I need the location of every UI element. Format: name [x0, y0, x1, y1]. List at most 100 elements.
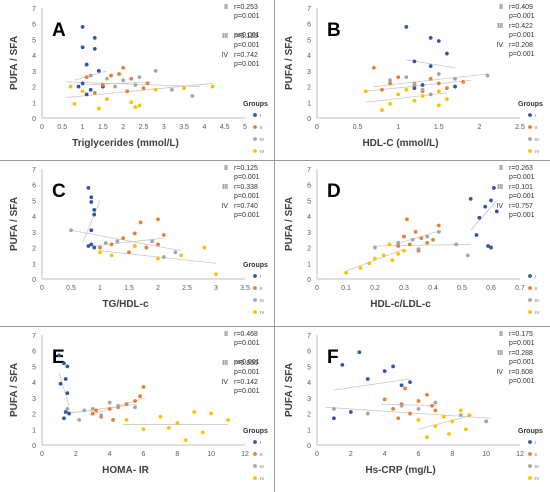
y-tick-label: 2 — [32, 85, 36, 92]
data-point-i — [348, 410, 353, 414]
legend-title: Groups — [243, 262, 268, 269]
data-point-iii — [115, 239, 120, 244]
data-point-i — [474, 233, 479, 237]
data-point-iii — [485, 73, 490, 78]
legend-marker-i — [528, 113, 532, 117]
data-point-iii — [190, 94, 195, 98]
legend-marker-iv — [528, 149, 532, 153]
data-point-iv — [388, 101, 392, 106]
stat-group-label: III — [497, 23, 503, 30]
stat-r-value: r=0.468 — [234, 331, 258, 338]
data-point-ii — [419, 236, 424, 241]
stat-p-value: p=0.001 — [234, 212, 260, 219]
data-point-ii — [156, 217, 160, 222]
data-point-i — [408, 380, 412, 385]
data-point-iii — [433, 400, 438, 405]
data-point-i — [92, 207, 97, 212]
data-point-iv — [447, 432, 451, 436]
panel-letter: B — [327, 20, 341, 41]
data-point-ii — [408, 411, 412, 416]
stat-group-label: II — [499, 165, 503, 172]
data-point-i — [92, 212, 97, 217]
data-point-iv — [179, 253, 184, 258]
data-point-iv — [425, 435, 429, 440]
data-point-ii — [101, 83, 105, 87]
y-tick-label: 0 — [32, 116, 36, 123]
y-tick-label: 1 — [307, 261, 311, 268]
data-point-ii — [433, 408, 438, 413]
trend-line-iv — [66, 83, 213, 98]
x-tick-label: 3.5 — [179, 124, 189, 131]
legend-marker-ii — [528, 125, 532, 129]
data-point-i — [92, 46, 97, 51]
data-point-ii — [121, 65, 126, 70]
x-tick-label: 2 — [477, 124, 481, 131]
data-point-i — [89, 200, 94, 204]
x-tick-label: 8 — [450, 451, 454, 458]
data-point-iii — [484, 419, 489, 424]
x-tick-label: 2.5 — [515, 124, 525, 131]
x-tick-label: 0.7 — [515, 285, 525, 292]
data-point-i — [382, 369, 387, 374]
data-point-ii — [141, 86, 146, 91]
legend-title: Groups — [518, 428, 543, 435]
data-point-iv — [458, 408, 463, 413]
legend-entry-label: III — [260, 137, 264, 142]
x-tick-label: 4 — [383, 451, 387, 458]
legend-entry-label: IV — [535, 310, 539, 315]
data-point-iii — [454, 242, 459, 247]
x-tick-label: 12 — [241, 451, 249, 458]
x-axis-title: HDL-c/LDL-c — [370, 299, 431, 310]
data-point-i — [399, 383, 404, 388]
stat-r-value: r=0.253 — [234, 4, 258, 11]
x-tick-label: 0 — [315, 285, 319, 292]
x-tick-label: 1.5 — [124, 285, 134, 292]
data-point-iii — [458, 413, 463, 418]
data-point-ii — [436, 81, 441, 86]
chart-panel-a: 0 1 2 3 4 5 6 7 0 0.5 1 1.5 2 2.5 3 3.5 4 4.5 5 Triglycerid… — [9, 4, 268, 154]
stat-r-value: r=0.208 — [509, 42, 533, 49]
x-tick-label: 0.2 — [370, 285, 380, 292]
y-tick-label: 2 — [32, 412, 36, 419]
x-tick-label: 1 — [81, 124, 85, 131]
y-tick-label: 1 — [32, 100, 36, 107]
data-point-iii — [161, 255, 166, 259]
trend-line-i — [470, 200, 498, 231]
x-tick-label: 3 — [162, 124, 166, 131]
data-point-i — [486, 244, 490, 248]
legend-marker-iv — [253, 476, 257, 480]
y-tick-label: 3 — [307, 230, 311, 237]
data-point-ii — [92, 90, 97, 95]
legend-title: Groups — [243, 101, 268, 108]
stat-group-label: III — [497, 184, 503, 191]
legend-marker-i — [528, 274, 532, 278]
data-point-i — [65, 391, 70, 396]
panel-letter: F — [327, 347, 339, 368]
data-point-ii — [431, 237, 435, 242]
stat-r-value: r=0.740 — [234, 203, 258, 210]
data-point-iv — [445, 97, 449, 102]
data-point-ii — [416, 399, 421, 403]
x-tick-label: 2.5 — [139, 124, 149, 131]
data-point-iv — [416, 417, 421, 422]
data-point-iv — [402, 248, 406, 253]
data-point-i — [88, 87, 93, 92]
data-point-iii — [150, 239, 155, 244]
trend-line-iv — [365, 92, 447, 103]
x-tick-label: 5 — [243, 124, 247, 131]
data-point-iv — [96, 106, 101, 111]
x-tick-label: 0.1 — [341, 285, 351, 292]
stat-group-label: III — [222, 184, 228, 191]
legend-entry-label: II — [535, 286, 538, 291]
legend-marker-ii — [253, 452, 257, 456]
data-point-iv — [380, 108, 384, 113]
x-tick-label: 0.5 — [57, 124, 67, 131]
data-point-ii — [380, 87, 384, 92]
data-point-i — [412, 86, 417, 91]
stat-p-value: p=0.001 — [509, 378, 535, 385]
data-point-i — [80, 45, 85, 50]
stat-r-value: r=0.806 — [234, 360, 258, 367]
stat-r-value: r=0.263 — [509, 165, 533, 172]
y-tick-label: 4 — [32, 214, 36, 221]
data-point-iii — [99, 413, 104, 418]
